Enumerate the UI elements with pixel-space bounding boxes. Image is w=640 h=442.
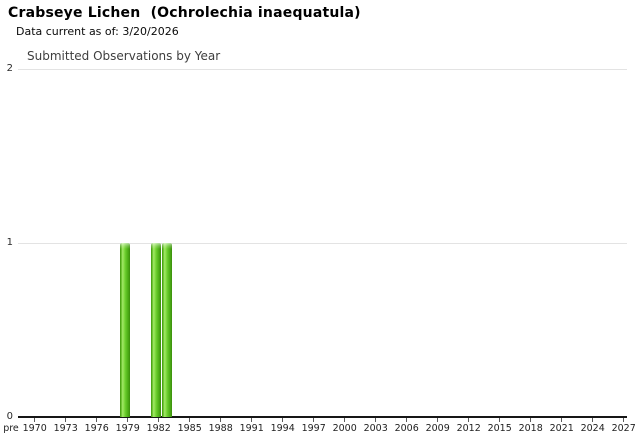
x-axis-tick-2024 — [592, 418, 594, 422]
x-axis-label-2009: 2009 — [425, 423, 450, 434]
x-axis-label-2012: 2012 — [456, 423, 481, 434]
gridline-y2 — [18, 69, 627, 70]
bar-1979 — [120, 243, 131, 417]
x-axis-label-pre: pre — [3, 423, 19, 434]
x-axis-label-2015: 2015 — [487, 423, 512, 434]
x-axis-label-2021: 2021 — [549, 423, 574, 434]
x-axis-tick-1979 — [127, 418, 129, 422]
x-axis-tick-2027 — [623, 418, 625, 422]
x-axis-label-2018: 2018 — [518, 423, 543, 434]
x-axis-tick-1976 — [96, 418, 98, 422]
x-axis-label-1994: 1994 — [270, 423, 295, 434]
x-axis-tick-2006 — [406, 418, 408, 422]
x-axis-label-1985: 1985 — [177, 423, 202, 434]
x-axis-tick-1991 — [251, 418, 253, 422]
x-axis-tick-1973 — [65, 418, 67, 422]
x-axis-label-1970: 1970 — [22, 423, 47, 434]
x-axis-label-1997: 1997 — [301, 423, 326, 434]
x-axis-label-1973: 1973 — [53, 423, 78, 434]
x-axis-tick-1985 — [189, 418, 191, 422]
x-axis-tick-1988 — [220, 418, 222, 422]
x-axis-label-1982: 1982 — [146, 423, 171, 434]
x-axis-line — [18, 416, 627, 418]
bar-1983 — [161, 243, 172, 417]
x-axis-label-1991: 1991 — [239, 423, 264, 434]
data-current-subtitle: Data current as of: 3/20/2026 — [16, 25, 179, 38]
x-axis-label-2000: 2000 — [332, 423, 357, 434]
x-axis-label-1976: 1976 — [84, 423, 109, 434]
x-axis-tick-2003 — [375, 418, 377, 422]
x-axis-tick-2012 — [468, 418, 470, 422]
bar-1982 — [151, 243, 162, 417]
x-axis-tick-2015 — [499, 418, 501, 422]
chart-title: Submitted Observations by Year — [27, 49, 221, 63]
x-axis-tick-1970 — [34, 418, 36, 422]
x-axis-tick-2018 — [530, 418, 532, 422]
y-axis-label-1: 1 — [6, 237, 13, 248]
x-axis-label-2006: 2006 — [394, 423, 419, 434]
x-axis-label-1988: 1988 — [208, 423, 233, 434]
x-axis-label-2027: 2027 — [611, 423, 636, 434]
x-axis-tick-2021 — [561, 418, 563, 422]
x-axis-label-2024: 2024 — [580, 423, 605, 434]
x-axis-label-1979: 1979 — [115, 423, 140, 434]
x-axis-tick-1994 — [282, 418, 284, 422]
y-axis-label-0: 0 — [6, 411, 13, 422]
page-title: Crabseye Lichen (Ochrolechia inaequatula… — [8, 5, 361, 21]
x-axis-tick-1997 — [313, 418, 315, 422]
x-axis-tick-2009 — [437, 418, 439, 422]
x-axis-label-2003: 2003 — [363, 423, 388, 434]
x-axis-tick-1982 — [158, 418, 160, 422]
y-axis-label-2: 2 — [6, 63, 13, 74]
x-axis-tick-2000 — [344, 418, 346, 422]
gridline-y1 — [18, 243, 627, 244]
